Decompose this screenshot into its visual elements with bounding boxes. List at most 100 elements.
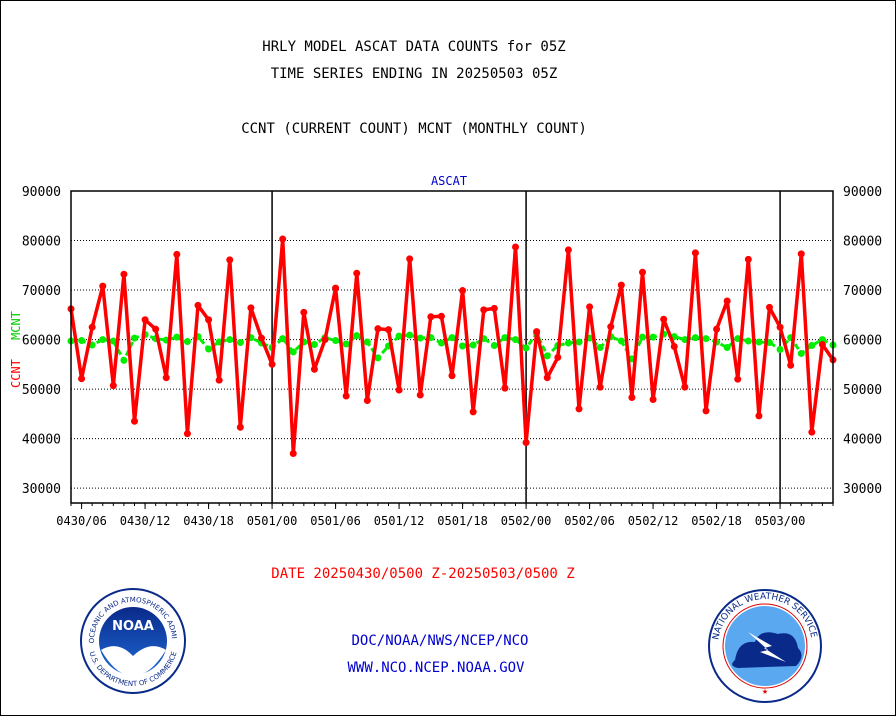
mcnt-series-point xyxy=(490,342,498,350)
mcnt-series-point xyxy=(543,352,551,360)
ccnt-series-point xyxy=(734,375,742,383)
noaa-logo-text: NOAA xyxy=(112,619,154,634)
mcnt-series-point xyxy=(744,337,752,345)
ccnt-series-point xyxy=(533,328,541,336)
y-tick-label-left: 50000 xyxy=(22,383,61,398)
y-tick-label-right: 40000 xyxy=(843,433,882,448)
plot-border xyxy=(70,190,834,504)
y-tick-label-right: 60000 xyxy=(843,334,882,349)
y-axis-label-mcnt: MCNT xyxy=(9,311,23,340)
mcnt-series-point xyxy=(776,345,784,353)
ccnt-series-point xyxy=(183,430,191,438)
ccnt-series-point xyxy=(363,396,371,404)
mcnt-series-point xyxy=(205,345,213,353)
ccnt-series-point xyxy=(289,449,297,457)
y-tick-label-left: 80000 xyxy=(22,235,61,250)
x-tick-label: 0502/06 xyxy=(564,514,615,528)
x-tick-label: 0501/06 xyxy=(310,514,361,528)
y-tick-label-right: 30000 xyxy=(843,482,882,497)
ccnt-series-point xyxy=(205,316,213,324)
mcnt-series-point xyxy=(183,338,191,346)
ccnt-series-point xyxy=(109,382,117,390)
x-tick-label: 0503/00 xyxy=(755,514,806,528)
ccnt-series-point xyxy=(395,386,403,394)
ccnt-series-point xyxy=(480,306,488,314)
ccnt-series-point xyxy=(617,281,625,289)
mcnt-series-point xyxy=(131,334,138,342)
ccnt-series-point xyxy=(300,308,308,316)
ccnt-series-point xyxy=(152,325,160,333)
x-tick-label: 0430/12 xyxy=(120,514,171,528)
mcnt-series-point xyxy=(226,336,234,344)
x-tick-label: 0501/00 xyxy=(247,514,298,528)
mcnt-series-point xyxy=(99,336,107,344)
mcnt-series-point xyxy=(649,333,657,341)
noaa-ring-text: NATIONAL OCEANIC AND ATMOSPHERIC ADMINIS… xyxy=(0,0,178,643)
y-axis-label-ccnt: CCNT xyxy=(9,359,23,388)
mcnt-series-point xyxy=(681,336,689,344)
ccnt-series-point xyxy=(342,392,350,400)
ccnt-series-point xyxy=(818,341,826,349)
ccnt-series-point xyxy=(406,255,414,263)
ccnt-series-point xyxy=(194,301,202,309)
ccnt-series-point xyxy=(448,372,456,380)
ccnt-series-point xyxy=(766,303,773,311)
mcnt-series-point xyxy=(448,334,456,342)
header-legend-description: CCNT (CURRENT COUNT) MCNT (MONTHLY COUNT… xyxy=(241,121,587,137)
ccnt-series-point xyxy=(702,407,710,415)
ccnt-series-point xyxy=(776,323,784,331)
y-tick-label-left: 40000 xyxy=(22,433,61,448)
ccnt-series-point xyxy=(78,375,86,383)
mcnt-series-point xyxy=(617,337,625,345)
mcnt-series-point xyxy=(173,333,181,341)
ccnt-series-point xyxy=(310,365,318,373)
ccnt-series-point xyxy=(332,284,340,292)
mcnt-series-point xyxy=(416,334,424,342)
mcnt-series-point xyxy=(342,340,350,348)
ccnt-series-point xyxy=(744,255,752,263)
ccnt-series-point xyxy=(639,268,646,276)
y-tick-label-left: 30000 xyxy=(22,482,61,497)
mcnt-series-point xyxy=(522,344,530,352)
mcnt-series-point xyxy=(639,333,646,341)
header-title: HRLY MODEL ASCAT DATA COUNTS for 05Z xyxy=(262,39,565,55)
mcnt-series-point xyxy=(501,334,509,342)
ccnt-series-point xyxy=(173,250,181,258)
mcnt-series-point xyxy=(279,335,287,343)
ccnt-series-point xyxy=(501,384,509,392)
header-subtitle: TIME SERIES ENDING IN 20250503 05Z xyxy=(271,66,558,82)
mcnt-series-point xyxy=(374,354,382,362)
mcnt-series-point xyxy=(363,338,371,346)
ccnt-series-point xyxy=(226,256,234,264)
mcnt-series-point xyxy=(310,341,318,349)
ccnt-series-point xyxy=(215,376,223,384)
ccnt-series-point xyxy=(596,383,604,391)
ccnt-series-point xyxy=(564,246,572,254)
org-line: DOC/NOAA/NWS/NCEP/NCO xyxy=(351,633,528,649)
mcnt-series-point xyxy=(723,343,731,351)
ccnt-series-point xyxy=(99,282,107,290)
ccnt-series-point xyxy=(543,374,551,382)
nws-star-icon: ★ xyxy=(762,686,768,697)
ccnt-series-point xyxy=(787,361,795,369)
y-tick-label-left: 60000 xyxy=(22,334,61,349)
mcnt-series-point xyxy=(120,356,128,364)
ccnt-series-point xyxy=(459,287,467,295)
url-line: WWW.NCO.NCEP.NOAA.GOV xyxy=(347,660,525,676)
ccnt-series-point xyxy=(416,391,424,399)
mcnt-series-point xyxy=(512,336,519,344)
ccnt-series-point xyxy=(713,325,721,333)
mcnt-series-point xyxy=(469,341,477,349)
x-tick-label: 0501/18 xyxy=(437,514,488,528)
chart-title: ASCAT xyxy=(431,174,467,188)
x-tick-label: 0430/06 xyxy=(56,514,107,528)
y-tick-label-left: 70000 xyxy=(22,284,61,299)
ccnt-series-point xyxy=(236,423,244,431)
mcnt-series-point xyxy=(353,332,361,340)
mcnt-series-point xyxy=(332,337,340,345)
y-tick-label-right: 90000 xyxy=(843,185,882,200)
mcnt-series-point xyxy=(691,334,699,342)
ccnt-series-point xyxy=(575,405,583,413)
ccnt-series-point xyxy=(258,334,265,342)
